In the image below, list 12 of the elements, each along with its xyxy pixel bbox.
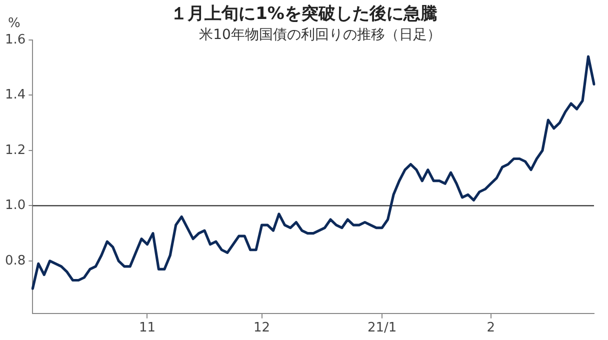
y-tick-label: 1.4 (4, 88, 26, 103)
y-tick-label: 0.8 (4, 253, 26, 268)
x-tick-label: 2 (486, 320, 496, 336)
y-axis-title: % (8, 16, 20, 31)
chart-subtitle: 米10年物国債の利回りの推移（日足） (199, 27, 441, 43)
x-tick-label: 11 (138, 320, 156, 336)
y-tick-label: 1.0 (4, 198, 26, 214)
y-tick-label: 1.6 (4, 32, 26, 48)
y-tick-label: 1.2 (4, 142, 26, 158)
x-tick-label: 21/1 (367, 320, 397, 336)
x-tick-label: 12 (254, 320, 270, 336)
chart-title: １月上旬に1%を突破した後に急騰 (170, 4, 438, 24)
